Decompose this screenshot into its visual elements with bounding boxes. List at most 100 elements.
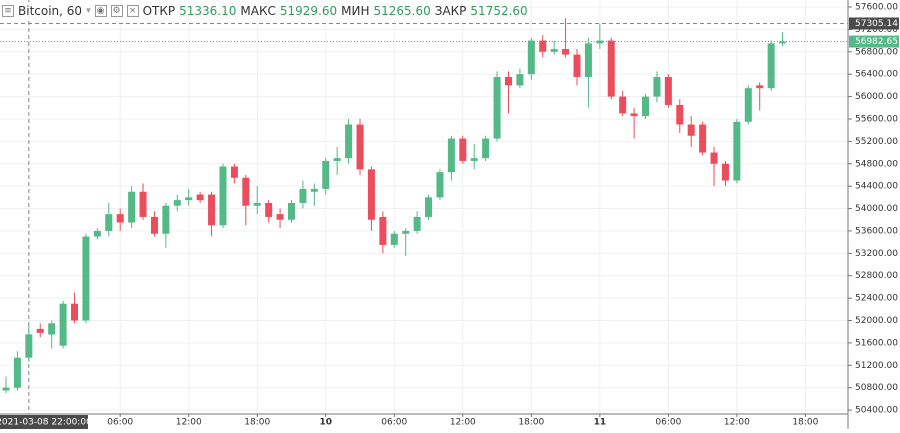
candle-body (93, 230, 101, 237)
candle-body (676, 104, 684, 125)
x-tick-label: 06:00 (107, 418, 133, 428)
candle-body (322, 160, 330, 189)
y-tick-label: 54000.00 (855, 204, 898, 214)
crosshair-time-label: 2021-03-08 22:00:00 (0, 418, 92, 428)
candle-body (687, 124, 695, 136)
y-tick-label: 57200.00 (855, 25, 898, 35)
y-tick-label: 52000.00 (855, 316, 898, 326)
candle-body (367, 169, 375, 220)
candle-body (299, 188, 307, 203)
candle-body (36, 328, 44, 333)
candle-body (425, 197, 433, 217)
low-label: МИН (341, 4, 370, 18)
crosshair-time-box (0, 415, 88, 429)
high-value: 51929.60 (279, 4, 338, 18)
candle-body (470, 158, 478, 161)
candle-body (13, 357, 21, 388)
y-tick-label: 56800.00 (855, 47, 898, 57)
candle-body (116, 214, 124, 223)
candle-body (573, 54, 581, 77)
candle-body (756, 85, 764, 89)
last-price-box (849, 35, 899, 48)
high-label: МАКС (240, 4, 276, 18)
x-tick-label: 12:00 (450, 418, 476, 428)
y-tick-label: 55600.00 (855, 114, 898, 124)
candle-body (744, 88, 752, 122)
x-tick-label: 18:00 (518, 418, 544, 428)
settings-icon[interactable]: ⚙ (110, 5, 123, 17)
candle-body (242, 177, 250, 206)
candle-body (436, 172, 444, 198)
y-tick-label: 51600.00 (855, 338, 898, 348)
candle-body (276, 214, 284, 220)
candle-body (208, 194, 216, 226)
candle-body (562, 48, 570, 55)
candle-body (527, 40, 535, 75)
x-tick-label: 10 (319, 418, 332, 428)
candle-body (310, 188, 318, 192)
legend-header: ≡ Bitcoin, 60 ▾ ◉ ⚙ × ОТКР 51336.10 МАКС 5… (2, 2, 528, 20)
candle-body (253, 202, 261, 206)
candle-body (356, 124, 364, 170)
symbol: Bitcoin, 60 (18, 4, 83, 18)
candle-body (219, 166, 227, 226)
close-icon[interactable]: × (126, 5, 139, 17)
low-value: 51265.60 (373, 4, 431, 18)
y-tick-label: 53200.00 (855, 249, 898, 259)
open-value: 51336.10 (179, 4, 237, 18)
candle-body (333, 158, 341, 161)
x-tick-label: 12:00 (176, 418, 202, 428)
candle-body (150, 216, 158, 234)
candle-body (185, 197, 193, 201)
y-tick-label: 52800.00 (855, 271, 898, 281)
symbol-icon[interactable]: ≡ (2, 5, 14, 17)
y-tick-label: 54400.00 (855, 182, 898, 192)
close-value: 51752.60 (470, 4, 528, 18)
candle-body (390, 233, 398, 245)
y-tick-label: 57600.00 (855, 2, 898, 12)
x-tick-label: 06:00 (655, 418, 681, 428)
candle-body (59, 303, 67, 346)
candle-body (779, 41, 787, 44)
candle-body (71, 303, 79, 321)
candle-body (447, 138, 455, 173)
y-tick-label: 55200.00 (855, 137, 898, 147)
candle-body (584, 43, 592, 77)
visibility-icon[interactable]: ◉ (94, 5, 107, 17)
crosshair-price-box (849, 17, 899, 30)
candle-body (105, 214, 113, 231)
candle-body (767, 43, 775, 89)
candle-body (402, 230, 410, 234)
candle-body (288, 202, 295, 220)
candle-body (664, 76, 672, 105)
candle-body (539, 40, 547, 52)
y-tick-label: 51200.00 (855, 361, 898, 371)
open-label: ОТКР (142, 4, 176, 18)
candle-body (196, 194, 204, 201)
candle-body (345, 124, 353, 159)
candle-body (482, 138, 490, 159)
x-tick-label: 06:00 (381, 418, 407, 428)
candle-body (265, 202, 273, 217)
candle-body (550, 48, 558, 52)
y-tick-label: 56000.00 (855, 92, 898, 102)
candle-body (642, 96, 650, 117)
candle-body (2, 387, 10, 391)
plot-background (0, 0, 848, 414)
candle-body (173, 200, 181, 206)
candle-body (721, 163, 729, 181)
candle-body (607, 40, 615, 97)
candle-body (459, 138, 467, 161)
candle-body (710, 152, 718, 164)
candle-body (596, 40, 604, 44)
candle-body (699, 124, 707, 153)
x-tick-label: 18:00 (244, 418, 270, 428)
dropdown[interactable]: ▾ (86, 6, 91, 16)
candle-body (230, 166, 238, 178)
x-tick-label: 12:00 (724, 418, 750, 428)
y-tick-label: 52400.00 (855, 294, 898, 304)
candle-body (504, 76, 512, 86)
y-tick-label: 50800.00 (855, 383, 898, 393)
